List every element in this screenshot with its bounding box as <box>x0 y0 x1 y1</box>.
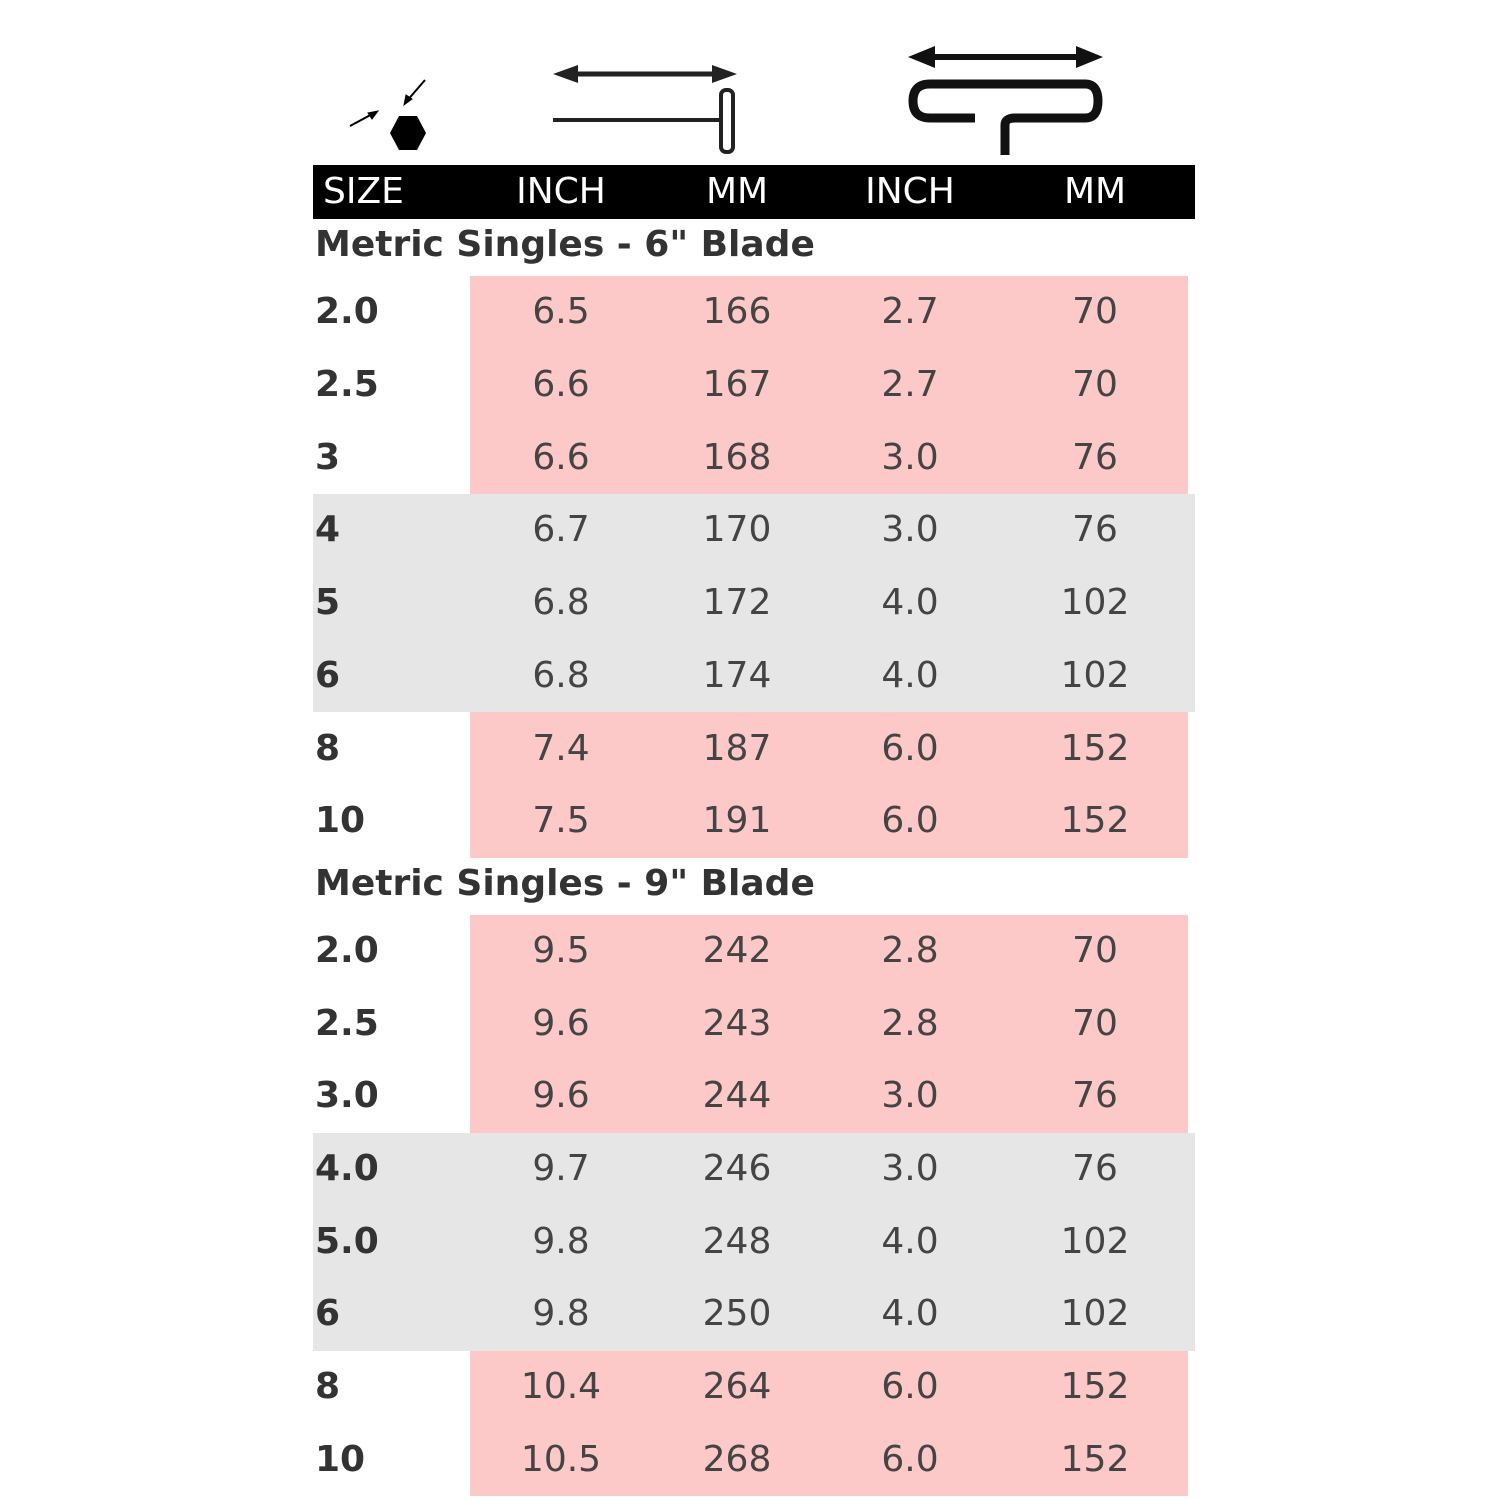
header-cell: INCH <box>516 171 606 212</box>
value-cell: 4.0 <box>881 582 939 624</box>
value-cell: 76 <box>1072 1148 1118 1190</box>
header-cell: INCH <box>865 171 955 212</box>
value-cell: 7.4 <box>532 727 590 769</box>
value-cell: 6.8 <box>532 582 590 624</box>
value-cell: 6.6 <box>532 364 590 406</box>
value-cell: 152 <box>1060 1438 1130 1480</box>
value-cell: 9.7 <box>532 1148 590 1190</box>
value-cell: 2.8 <box>881 1002 939 1044</box>
value-cell: 2.7 <box>881 364 939 406</box>
value-cell: 9.6 <box>532 1075 590 1117</box>
value-cell: 3.0 <box>881 1075 939 1117</box>
value-cell: 187 <box>702 727 772 769</box>
value-cell: 167 <box>702 364 772 406</box>
pink-band <box>470 712 1188 858</box>
value-cell: 174 <box>702 654 772 696</box>
value-cell: 242 <box>702 929 772 971</box>
value-cell: 4.0 <box>881 654 939 696</box>
value-cell: 2.7 <box>881 291 939 333</box>
size-cell: 2.0 <box>315 929 379 971</box>
value-cell: 70 <box>1072 291 1118 333</box>
size-cell: 4 <box>315 509 341 551</box>
size-cell: 5.0 <box>315 1220 379 1262</box>
value-cell: 70 <box>1072 1002 1118 1044</box>
value-cell: 170 <box>702 509 772 551</box>
section-title: Metric Singles - 6" Blade <box>315 224 815 265</box>
value-cell: 6.7 <box>532 509 590 551</box>
value-cell: 152 <box>1060 727 1130 769</box>
header-cell: SIZE <box>323 171 404 212</box>
pink-band <box>470 1350 1188 1497</box>
value-cell: 152 <box>1060 1366 1130 1408</box>
pink-band <box>470 914 1188 1133</box>
size-cell: 8 <box>315 727 341 769</box>
size-cell: 2.5 <box>315 364 379 406</box>
value-cell: 264 <box>702 1366 772 1408</box>
size-cell: 4.0 <box>315 1148 379 1190</box>
value-cell: 102 <box>1060 1220 1130 1262</box>
value-cell: 6.0 <box>881 727 939 769</box>
value-cell: 172 <box>702 582 772 624</box>
value-cell: 3.0 <box>881 509 939 551</box>
value-cell: 9.5 <box>532 929 590 971</box>
value-cell: 244 <box>702 1075 772 1117</box>
value-cell: 6.0 <box>881 1366 939 1408</box>
section-title: Metric Singles - 9" Blade <box>315 862 815 904</box>
value-cell: 9.6 <box>532 1002 590 1044</box>
value-cell: 6.0 <box>881 1438 939 1480</box>
grey-band <box>313 494 1195 713</box>
size-cell: 6 <box>315 654 341 696</box>
value-cell: 6.8 <box>532 654 590 696</box>
t-handle-icon <box>553 65 737 154</box>
value-cell: 168 <box>702 436 772 478</box>
grey-band <box>313 1132 1195 1351</box>
value-cell: 6.6 <box>532 436 590 478</box>
header-cell: MM <box>705 171 769 212</box>
value-cell: 191 <box>702 800 772 842</box>
value-cell: 10.4 <box>520 1366 602 1408</box>
value-cell: 70 <box>1072 929 1118 971</box>
size-cell: 2.0 <box>315 291 379 333</box>
hex-icon <box>349 79 426 150</box>
value-cell: 248 <box>702 1220 772 1262</box>
value-cell: 152 <box>1060 800 1130 842</box>
value-cell: 268 <box>702 1438 772 1480</box>
loop-handle-icon <box>908 46 1103 155</box>
size-cell: 10 <box>315 1438 366 1480</box>
value-cell: 7.5 <box>532 800 590 842</box>
value-cell: 166 <box>702 291 772 333</box>
size-cell: 10 <box>315 800 366 842</box>
value-cell: 102 <box>1060 1293 1130 1335</box>
value-cell: 246 <box>702 1148 772 1190</box>
size-cell: 5 <box>315 582 341 624</box>
value-cell: 6.0 <box>881 800 939 842</box>
value-cell: 3.0 <box>881 1148 939 1190</box>
size-cell: 8 <box>315 1366 341 1408</box>
value-cell: 6.5 <box>532 291 590 333</box>
value-cell: 76 <box>1072 436 1118 478</box>
value-cell: 250 <box>702 1293 772 1335</box>
size-cell: 2.5 <box>315 1002 379 1044</box>
value-cell: 4.0 <box>881 1220 939 1262</box>
value-cell: 4.0 <box>881 1293 939 1335</box>
header-cell: MM <box>1063 171 1127 212</box>
header-bar <box>313 165 1195 219</box>
value-cell: 70 <box>1072 364 1118 406</box>
size-cell: 3 <box>315 436 341 478</box>
value-cell: 102 <box>1060 654 1130 696</box>
value-cell: 10.5 <box>520 1438 602 1480</box>
header-icons <box>349 46 1103 155</box>
value-cell: 76 <box>1072 1075 1118 1117</box>
value-cell: 9.8 <box>532 1220 590 1262</box>
value-cell: 102 <box>1060 582 1130 624</box>
value-cell: 2.8 <box>881 929 939 971</box>
size-cell: 3.0 <box>315 1075 379 1117</box>
value-cell: 3.0 <box>881 436 939 478</box>
value-cell: 76 <box>1072 509 1118 551</box>
value-cell: 9.8 <box>532 1293 590 1335</box>
pink-band <box>470 276 1188 495</box>
size-cell: 6 <box>315 1293 341 1335</box>
value-cell: 243 <box>702 1002 772 1044</box>
